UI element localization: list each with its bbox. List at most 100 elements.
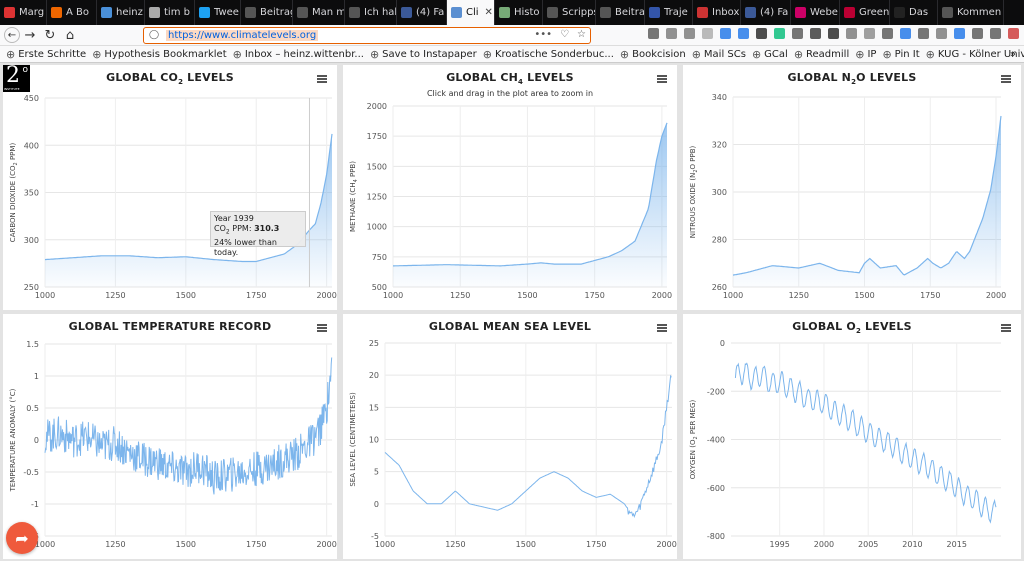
- url-text[interactable]: https://www.climatelevels.org: [166, 30, 319, 41]
- extension-icon[interactable]: [702, 28, 713, 39]
- tab-favicon-icon: [297, 7, 308, 18]
- extension-icon[interactable]: [972, 28, 983, 39]
- bookmark-item[interactable]: ⊕ Inbox – heinz.wittenbr...: [233, 48, 370, 61]
- bookmark-item[interactable]: ⊕ Erste Schritte: [6, 48, 92, 61]
- chart-menu-icon[interactable]: [657, 75, 667, 83]
- extension-icon[interactable]: [900, 28, 911, 39]
- browser-tab[interactable]: Man mu: [293, 0, 345, 25]
- series-line[interactable]: [734, 362, 997, 524]
- bookmark-item[interactable]: ⊕KUG - Kölner Universit...: [926, 48, 1024, 61]
- bookmark-item[interactable]: ⊕ Bookcision: [620, 48, 692, 61]
- browser-tab[interactable]: Beitrag: [241, 0, 293, 25]
- browser-tab[interactable]: A Bo: [47, 0, 97, 25]
- browser-tab[interactable]: (4) Fa: [397, 0, 447, 25]
- chart-menu-icon[interactable]: [1001, 75, 1011, 83]
- bookmark-item[interactable]: ⊕ Kroatische Sonderbuc...: [483, 48, 620, 61]
- browser-tab[interactable]: Marg: [0, 0, 47, 25]
- url-bar[interactable]: ◯ https://www.climatelevels.org ••• ♡ ☆: [143, 27, 591, 44]
- extension-icon[interactable]: [882, 28, 893, 39]
- home-icon[interactable]: ⌂: [65, 27, 75, 43]
- extension-icon[interactable]: [648, 28, 659, 39]
- bookmark-label: Erste Schritte: [18, 48, 87, 60]
- pocket-icon[interactable]: ♡: [560, 29, 570, 40]
- bookmark-item[interactable]: ⊕ Save to Instapaper: [370, 48, 483, 61]
- series-line[interactable]: [393, 122, 668, 267]
- tab-favicon-icon: [349, 7, 360, 18]
- chart-svg[interactable]: 260 280 300 320 340 1000 1250 1500 1750 2000 NITRO…: [683, 65, 1021, 310]
- bookmarks-bar: ⊕ Erste Schritte ⊕ Hypothesis Bookmarklet ⊕ I…: [0, 46, 1024, 63]
- tab-label: Twee: [214, 7, 239, 18]
- shield-icon[interactable]: ◯: [149, 30, 160, 40]
- extension-icon[interactable]: [864, 28, 875, 39]
- series-line[interactable]: [384, 374, 672, 518]
- browser-tab[interactable]: Traje: [645, 0, 693, 25]
- chart-panel[interactable]: GLOBAL TEMPERATURE RECORD-1.5-1-0.500.51…: [3, 314, 337, 559]
- browser-tab[interactable]: Das: [890, 0, 938, 25]
- y-tick-label: 25: [369, 339, 379, 348]
- extension-icon[interactable]: [828, 28, 839, 39]
- series-line[interactable]: [732, 115, 1002, 276]
- extension-icon[interactable]: [918, 28, 929, 39]
- browser-tab[interactable]: Cli ✕: [447, 0, 495, 25]
- chart-panel[interactable]: GLOBAL CO2 LEVELS 250 300 350 400 450 1000 1250…: [3, 65, 337, 310]
- chart-svg[interactable]: 500 750 1000 1250 1500 1750 2000 1000 1250 1500 17…: [343, 65, 677, 310]
- browser-tab[interactable]: Twee: [195, 0, 241, 25]
- close-tab-icon[interactable]: ✕: [484, 7, 493, 18]
- extension-icon[interactable]: [684, 28, 695, 39]
- bookmark-star-icon[interactable]: ☆: [577, 29, 586, 40]
- bookmark-item[interactable]: ⊕ Mail SCs: [692, 48, 752, 61]
- chart-panel[interactable]: GLOBAL CH4 LEVELS Click and drag in the p…: [343, 65, 677, 310]
- page-actions-icon[interactable]: •••: [534, 29, 553, 40]
- bookmarks-overflow-icon[interactable]: »: [1009, 48, 1016, 60]
- extension-icon[interactable]: [990, 28, 1001, 39]
- extension-icon[interactable]: [846, 28, 857, 39]
- series-line[interactable]: [44, 133, 333, 263]
- chart-menu-icon[interactable]: [657, 324, 667, 332]
- site-logo[interactable]: 2 o INSTITUTE: [3, 63, 30, 92]
- chart-svg[interactable]: 250 300 350 400 450 1000 1250 1500 1750 2000 CARBO…: [3, 65, 337, 310]
- extension-icon[interactable]: [1008, 28, 1019, 39]
- bookmark-item[interactable]: ⊕ Pin It: [882, 48, 925, 61]
- extension-icon[interactable]: [810, 28, 821, 39]
- browser-tab[interactable]: (4) Fa: [741, 0, 791, 25]
- extension-icon[interactable]: [756, 28, 767, 39]
- extension-icon[interactable]: [738, 28, 749, 39]
- y-tick-label: -1: [31, 500, 39, 509]
- chart-svg[interactable]: -1.5-1-0.500.511.510001250150017502000TE…: [3, 314, 337, 559]
- browser-tab[interactable]: tim b: [145, 0, 195, 25]
- chart-menu-icon[interactable]: [317, 75, 327, 83]
- browser-tab[interactable]: Histo: [495, 0, 543, 25]
- x-tick-label: 1000: [723, 291, 743, 300]
- browser-tab[interactable]: Green: [840, 0, 890, 25]
- extension-icon[interactable]: [954, 28, 965, 39]
- series-line[interactable]: [44, 357, 333, 495]
- bookmark-item[interactable]: ⊕ Hypothesis Bookmarklet: [92, 48, 232, 61]
- browser-tab[interactable]: heinz: [97, 0, 145, 25]
- back-arrow-icon[interactable]: ←: [4, 27, 20, 43]
- extension-icon[interactable]: [666, 28, 677, 39]
- reload-icon[interactable]: ↻: [44, 27, 56, 43]
- bookmark-item[interactable]: ⊕ IP: [855, 48, 882, 61]
- extension-icon[interactable]: [774, 28, 785, 39]
- browser-tab[interactable]: Scripps C: [543, 0, 596, 25]
- browser-tab[interactable]: Beitrag: [596, 0, 645, 25]
- chart-panel[interactable]: GLOBAL MEAN SEA LEVEL -5 0 5 10 15 20 25 1000 125…: [343, 314, 677, 559]
- chart-svg[interactable]: -5 0 5 10 15 20 25 1000 1250 1500 1750 2000 SEA LEVE…: [343, 314, 677, 559]
- browser-tab[interactable]: Webe: [791, 0, 840, 25]
- chart-menu-icon[interactable]: [317, 324, 327, 332]
- bookmark-item[interactable]: ⊕ Readmill: [794, 48, 855, 61]
- tab-label: Beitrag: [260, 7, 293, 18]
- chart-svg[interactable]: -800 -600 -400 -200 0 1995 2000 2005 2010 2015 OXY…: [683, 314, 1021, 559]
- extension-icon[interactable]: [720, 28, 731, 39]
- chart-menu-icon[interactable]: [1001, 324, 1011, 332]
- browser-tab[interactable]: Inbox: [693, 0, 741, 25]
- bookmark-item[interactable]: ⊕ GCal: [752, 48, 794, 61]
- browser-tab[interactable]: Kommen: [938, 0, 1004, 25]
- extension-icon[interactable]: [792, 28, 803, 39]
- chart-panel[interactable]: GLOBAL N2O LEVELS 260 280 300 320 340 1000 1250…: [683, 65, 1021, 310]
- extension-icon[interactable]: [936, 28, 947, 39]
- chart-panel[interactable]: GLOBAL O2 LEVELS -800 -600 -400 -200 0 1995 200…: [683, 314, 1021, 559]
- browser-tab[interactable]: Ich habe: [345, 0, 397, 25]
- forward-arrow-icon[interactable]: →: [24, 27, 36, 43]
- share-arrow-icon[interactable]: ➦: [6, 522, 38, 554]
